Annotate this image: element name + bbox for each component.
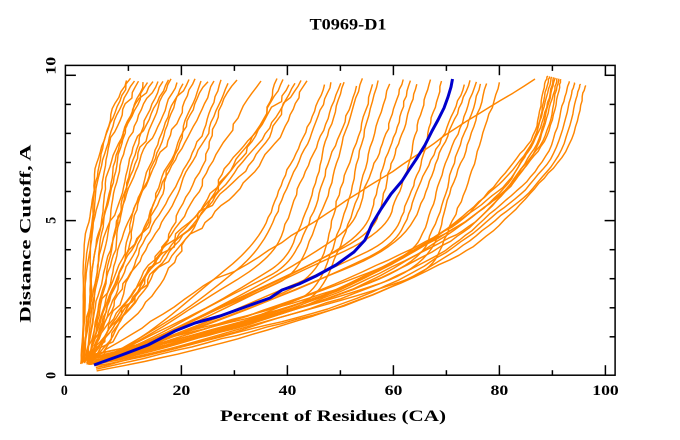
- svg-text:0: 0: [61, 383, 68, 399]
- svg-text:10: 10: [43, 57, 59, 75]
- svg-text:100: 100: [592, 383, 619, 399]
- svg-text:60: 60: [385, 383, 403, 399]
- svg-text:40: 40: [279, 383, 297, 399]
- svg-text:20: 20: [173, 383, 191, 399]
- svg-text:Percent of Residues (CA): Percent of Residues (CA): [220, 408, 446, 425]
- svg-text:5: 5: [43, 217, 59, 224]
- svg-text:Distance Cutoff, A: Distance Cutoff, A: [18, 145, 35, 323]
- svg-text:0: 0: [43, 372, 59, 379]
- svg-text:T0969-D1: T0969-D1: [310, 17, 387, 34]
- svg-text:80: 80: [491, 383, 509, 399]
